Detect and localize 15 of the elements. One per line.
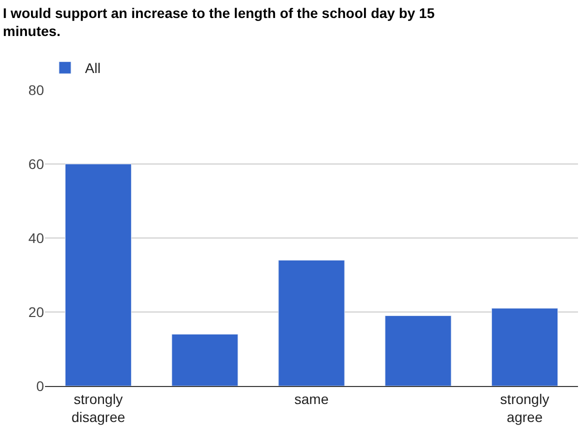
bar xyxy=(384,315,452,386)
y-tick-label: 60 xyxy=(28,156,44,172)
bar xyxy=(491,308,558,386)
y-tick-label: 80 xyxy=(28,82,44,98)
chart-title: I would support an increase to the length of the school day by 15 minutes. xyxy=(2,4,435,39)
x-tick-label: same xyxy=(294,390,329,407)
x-tick-label: strongly agree xyxy=(500,390,550,425)
bar xyxy=(65,164,132,386)
bar xyxy=(278,260,345,386)
bar xyxy=(172,334,238,386)
y-tick-label: 40 xyxy=(28,230,44,246)
x-tick-label: strongly disagree xyxy=(71,390,126,425)
y-tick-label: 0 xyxy=(36,378,44,394)
legend-label: All xyxy=(85,60,101,76)
y-tick-label: 20 xyxy=(28,304,44,320)
